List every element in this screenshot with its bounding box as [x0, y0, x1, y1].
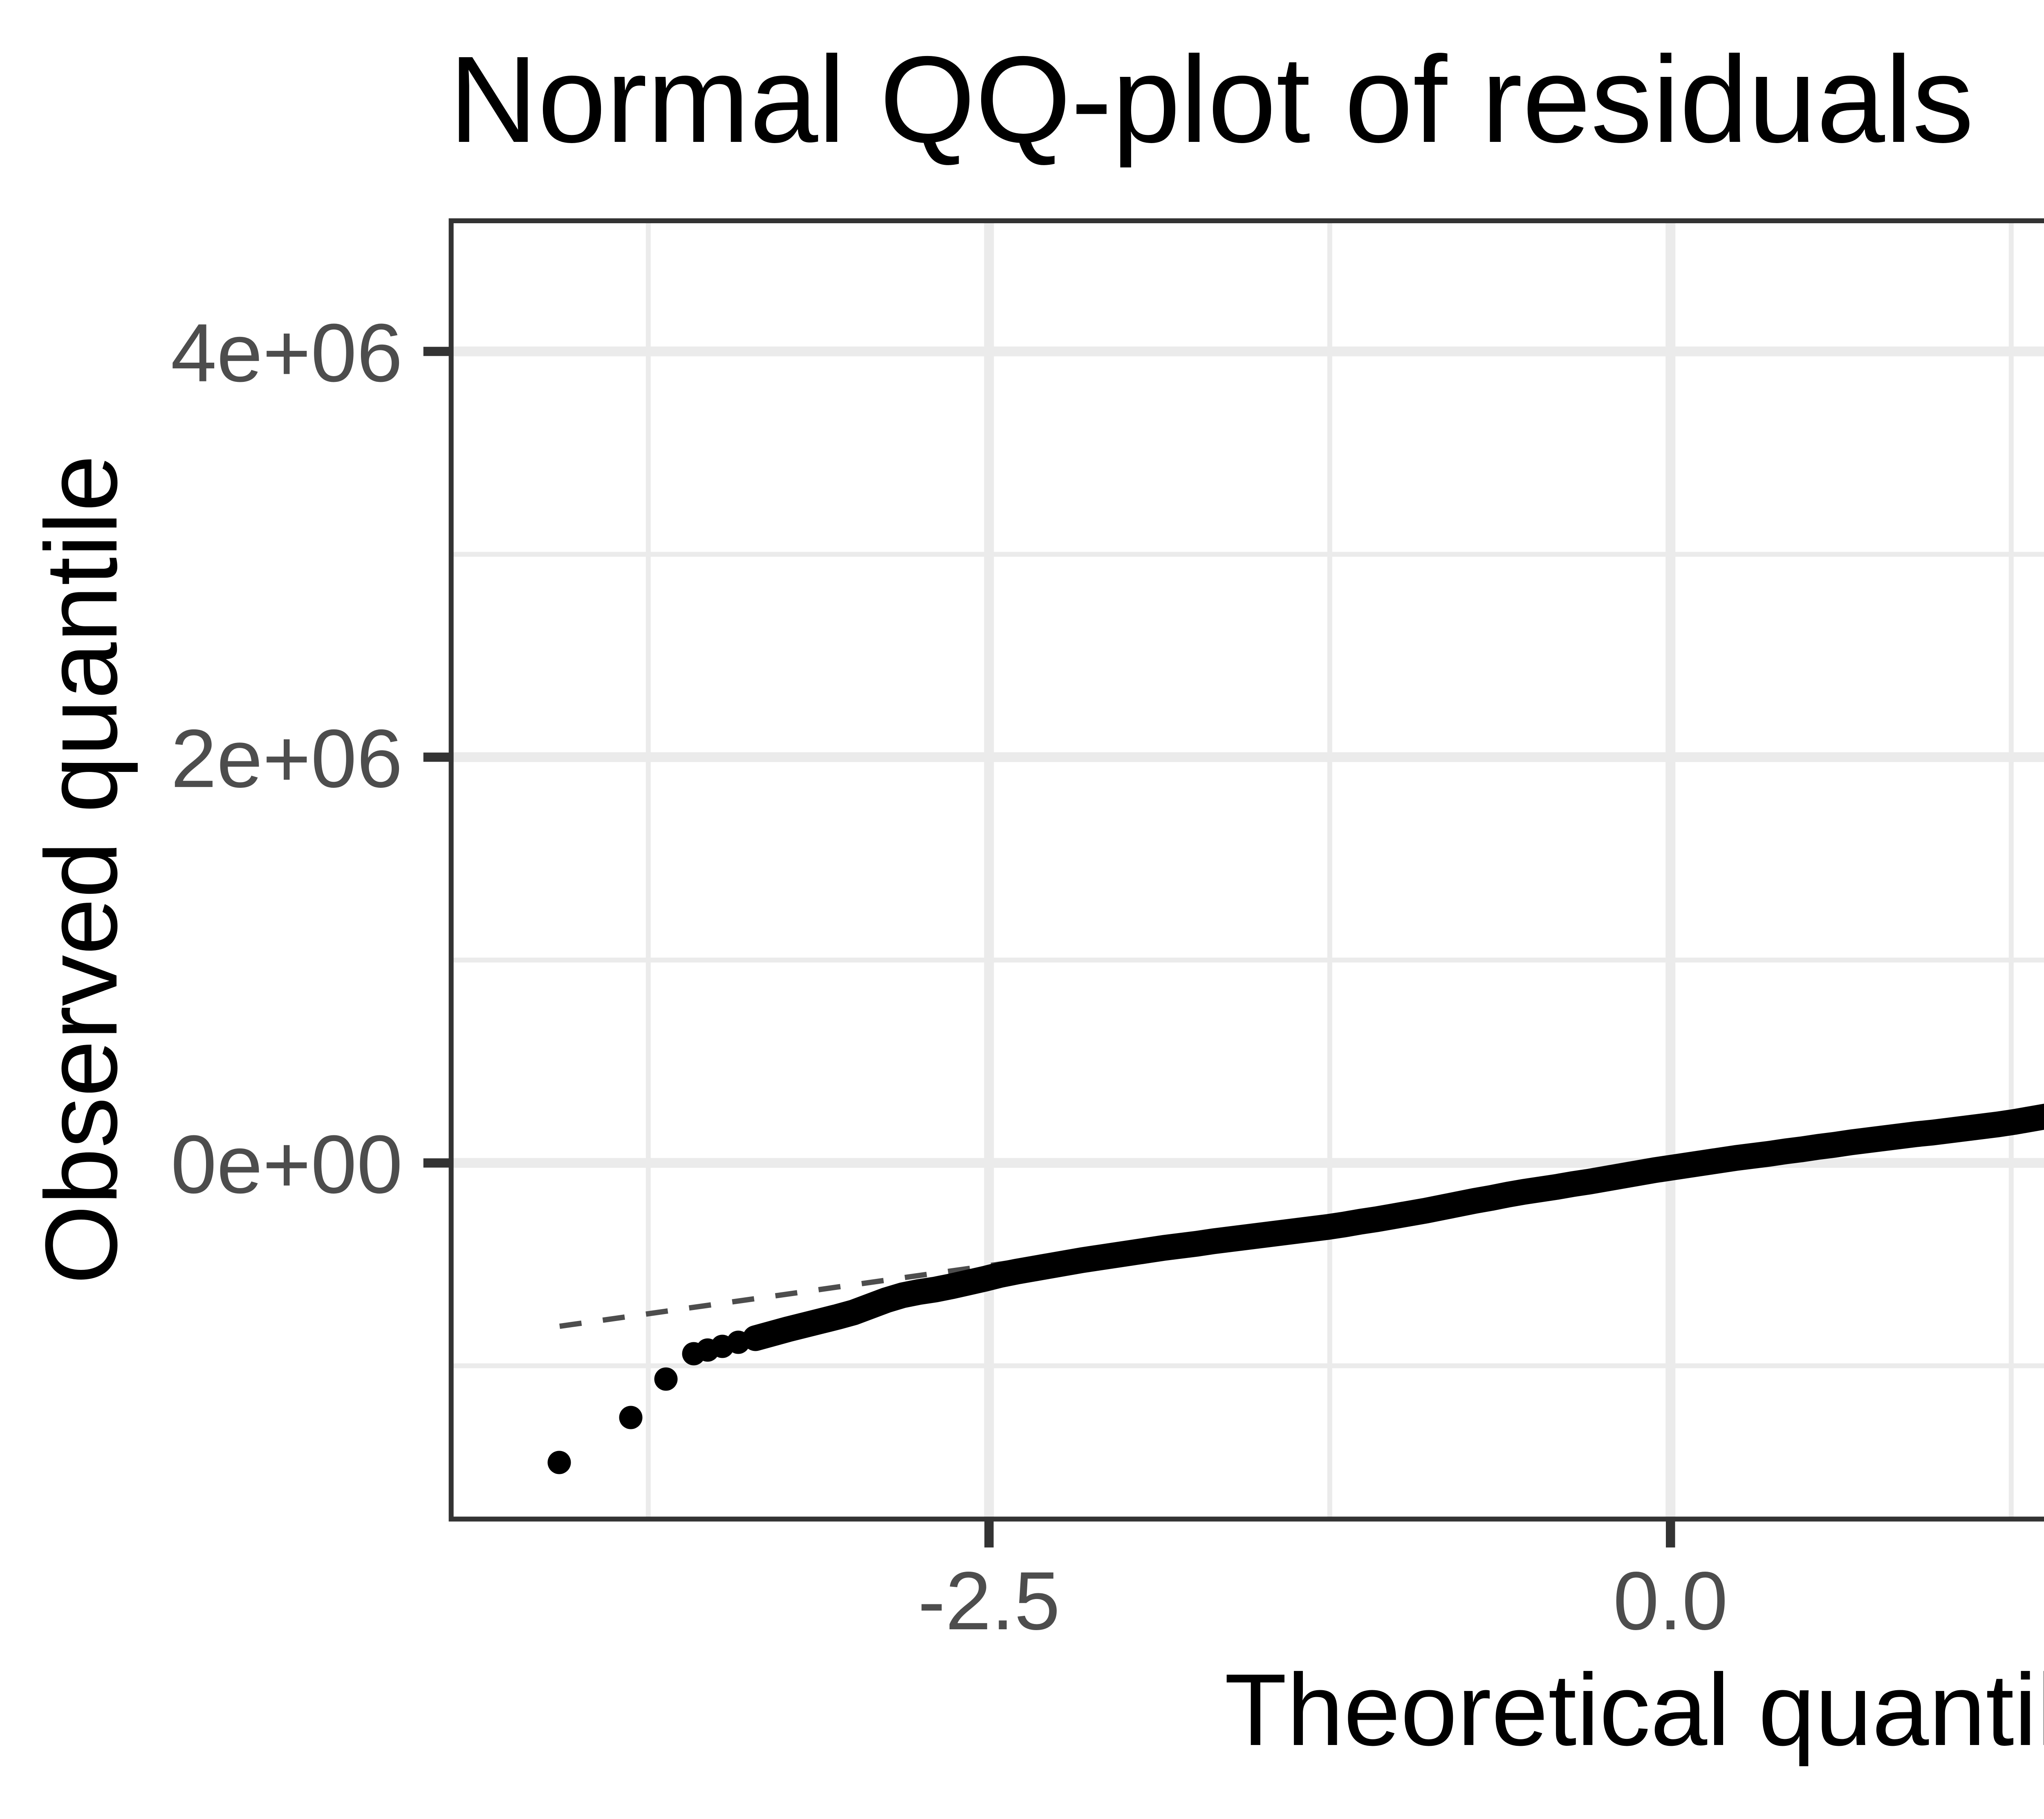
svg-text:0e+00: 0e+00 [171, 1118, 403, 1210]
svg-text:-2.5: -2.5 [918, 1554, 1060, 1647]
svg-text:2e+06: 2e+06 [171, 712, 403, 805]
svg-text:4e+06: 4e+06 [171, 307, 403, 399]
svg-text:Observed quantile: Observed quantile [24, 455, 138, 1284]
svg-text:Theoretical quantile: Theoretical quantile [1224, 1653, 2044, 1767]
svg-text:0.0: 0.0 [1613, 1554, 1728, 1647]
svg-text:Normal QQ-plot of residuals: Normal QQ-plot of residuals [449, 31, 1974, 169]
